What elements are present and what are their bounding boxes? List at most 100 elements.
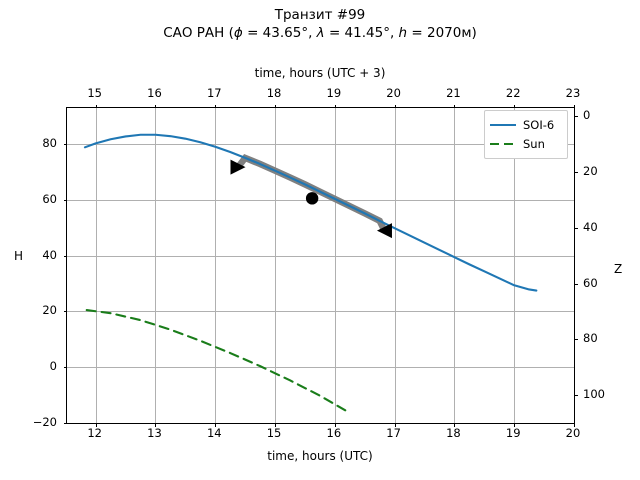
axis-tick <box>394 423 396 427</box>
x-tick-label-bottom: 14 <box>206 426 222 440</box>
x-tick-label-bottom: 15 <box>266 426 282 440</box>
axis-tick <box>155 423 157 427</box>
h-symbol: h <box>398 25 408 42</box>
axis-tick <box>63 367 67 369</box>
gridline-vertical <box>334 108 336 423</box>
gridline-horizontal <box>67 144 574 146</box>
axis-tick <box>394 104 396 108</box>
axis-tick <box>514 423 516 427</box>
x-tick-label-top: 18 <box>266 86 282 100</box>
gridline-vertical <box>514 108 516 423</box>
y-tick-label-right: 40 <box>583 219 598 234</box>
axis-tick <box>514 104 516 108</box>
marker-transit-start-right-triangle-icon <box>230 159 246 175</box>
axis-tick <box>574 104 575 108</box>
x-tick-label-bottom: 17 <box>386 426 401 440</box>
x-tick-label-bottom: 20 <box>565 426 581 440</box>
axis-tick <box>63 144 67 146</box>
axis-tick <box>63 255 67 257</box>
data-layer <box>67 108 574 423</box>
y-tick-label-left: 20 <box>42 303 57 318</box>
axis-tick <box>574 283 578 285</box>
plot-area <box>63 104 578 427</box>
x-tick-label-top: 22 <box>505 86 521 100</box>
x-tick-label-top: 19 <box>326 86 342 100</box>
x-tick-label-top: 16 <box>147 86 162 100</box>
axis-tick <box>95 104 97 108</box>
legend-label: Sun <box>523 136 545 151</box>
axis-tick <box>215 104 217 108</box>
series-line-soi-6 <box>83 133 538 292</box>
gridline-horizontal <box>67 255 574 257</box>
marker-transit-culmination-circle-icon <box>305 192 319 205</box>
series-line-sun <box>85 309 351 415</box>
x-tick-label-bottom: 18 <box>446 426 461 440</box>
axis-tick <box>454 104 456 108</box>
x-tick-label-bottom: 13 <box>147 426 162 440</box>
gridline-vertical <box>454 108 456 423</box>
axis-tick <box>574 172 578 174</box>
axis-tick <box>275 104 277 108</box>
gridline-horizontal <box>67 311 574 313</box>
axis-tick <box>574 395 578 397</box>
chart-title: Транзит #99 САО РАН (ϕ = 43.65°, λ = 41.… <box>0 6 640 42</box>
x-tick-label-top: 20 <box>386 86 401 100</box>
title-line-1: Транзит #99 <box>274 7 366 23</box>
gridline-vertical <box>95 108 97 423</box>
lambda-value: = 41.45°, <box>324 25 399 42</box>
h-value: = 2070м) <box>407 25 477 42</box>
y-tick-label-right: 80 <box>583 331 598 346</box>
y-axis-label-right: Z <box>614 262 623 276</box>
x-axis-label-top: time, hours (UTC + 3) <box>254 66 386 80</box>
legend-item-soi-6[interactable]: SOI-6 <box>490 115 562 134</box>
lambda-symbol: λ <box>316 25 325 42</box>
x-tick-label-bottom: 16 <box>326 426 342 440</box>
legend-swatch-solid-line-icon <box>490 120 516 130</box>
axis-tick <box>155 104 157 108</box>
x-tick-label-top: 23 <box>565 86 581 100</box>
axis-tick <box>63 199 67 201</box>
axis-tick <box>334 104 336 108</box>
gridline-horizontal <box>67 367 574 369</box>
y-tick-label-right: 20 <box>583 164 598 179</box>
x-tick-label-top: 15 <box>87 86 103 100</box>
axis-tick <box>574 227 578 229</box>
chart-legend[interactable]: SOI-6 Sun <box>484 110 568 159</box>
gridline-horizontal <box>67 199 574 201</box>
axis-tick <box>574 339 578 341</box>
axis-tick <box>63 423 67 424</box>
y-tick-label-left: −20 <box>32 415 57 429</box>
x-tick-label-top: 21 <box>446 86 461 100</box>
y-tick-label-left: 60 <box>42 191 57 206</box>
y-tick-label-right: 60 <box>583 275 598 290</box>
marker-transit-end-left-triangle-icon <box>376 223 392 239</box>
gridline-vertical <box>155 108 157 423</box>
y-tick-label-right: 100 <box>583 387 605 402</box>
x-axis-label-bottom: time, hours (UTC) <box>267 449 373 463</box>
axis-tick <box>63 311 67 313</box>
axis-tick <box>454 423 456 427</box>
phi-value: = 43.65°, <box>242 25 317 42</box>
legend-swatch-dashed-line-icon <box>490 139 516 149</box>
axis-tick <box>574 423 575 427</box>
title-line-2: САО РАН (ϕ = 43.65°, λ = 41.45°, h = 207… <box>0 24 640 42</box>
axis-tick <box>215 423 217 427</box>
x-tick-label-top: 17 <box>206 86 222 100</box>
gridline-vertical <box>394 108 396 423</box>
gridline-vertical <box>275 108 277 423</box>
observatory-name: САО РАН ( <box>163 25 234 42</box>
phi-symbol: ϕ <box>233 25 243 42</box>
legend-item-sun[interactable]: Sun <box>490 134 562 153</box>
y-tick-label-right: 0 <box>583 108 591 123</box>
axis-tick <box>334 423 336 427</box>
y-tick-label-left: 0 <box>49 359 57 374</box>
axis-tick <box>275 423 277 427</box>
gridline-vertical <box>215 108 217 423</box>
y-tick-label-left: 40 <box>42 247 57 262</box>
y-tick-label-left: 80 <box>42 136 57 151</box>
grid-layer <box>67 108 574 423</box>
axis-tick <box>574 116 578 118</box>
y-axis-label-left: H <box>14 249 24 263</box>
series-svg <box>83 133 538 415</box>
legend-label: SOI-6 <box>523 117 555 132</box>
